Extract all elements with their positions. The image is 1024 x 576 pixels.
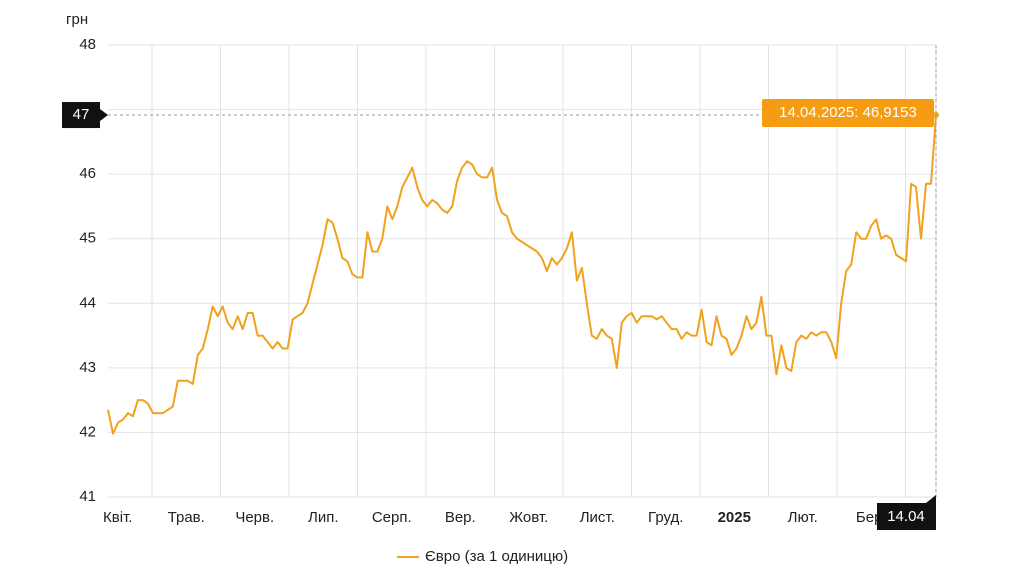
x-tick-label: 2025 <box>718 509 751 526</box>
x-tick-label: Квіт. <box>103 509 132 526</box>
x-tick-label: Жовт. <box>509 509 548 526</box>
crosshair-y-arrow <box>100 109 108 122</box>
y-tick-label: 48 <box>79 36 96 53</box>
x-tick-label: Черв. <box>235 509 274 526</box>
x-tick-label: Лип. <box>308 509 339 526</box>
tooltip-text: 14.04.2025: 46,9153 <box>779 104 917 121</box>
y-tick-label: 41 <box>79 488 96 505</box>
y-unit: грн <box>66 11 88 28</box>
y-tick-label: 42 <box>79 423 96 440</box>
crosshair-y-label: 47 <box>73 106 90 123</box>
x-tick-label: Трав. <box>168 509 205 526</box>
x-tick-label: Вер. <box>445 509 476 526</box>
x-tick-label: Лют. <box>788 509 818 526</box>
crosshair-x-label: 14.04 <box>887 508 925 525</box>
y-tick-label: 45 <box>79 230 96 247</box>
y-tick-label: 46 <box>79 165 96 182</box>
tooltip-box <box>762 99 934 128</box>
y-tick-label: 44 <box>79 294 96 311</box>
hover-point <box>933 112 939 119</box>
x-tick-label: Серп. <box>372 509 412 526</box>
legend-label: Євро (за 1 одиницю) <box>425 548 568 565</box>
crosshair-y-box <box>62 102 100 129</box>
crosshair-x-box <box>877 503 936 530</box>
line-series <box>107 114 937 435</box>
x-tick-label: Лист. <box>580 509 615 526</box>
y-tick-label: 43 <box>79 359 96 376</box>
x-tick-label: Груд. <box>648 509 683 526</box>
crosshair-x-arrow <box>926 495 936 503</box>
